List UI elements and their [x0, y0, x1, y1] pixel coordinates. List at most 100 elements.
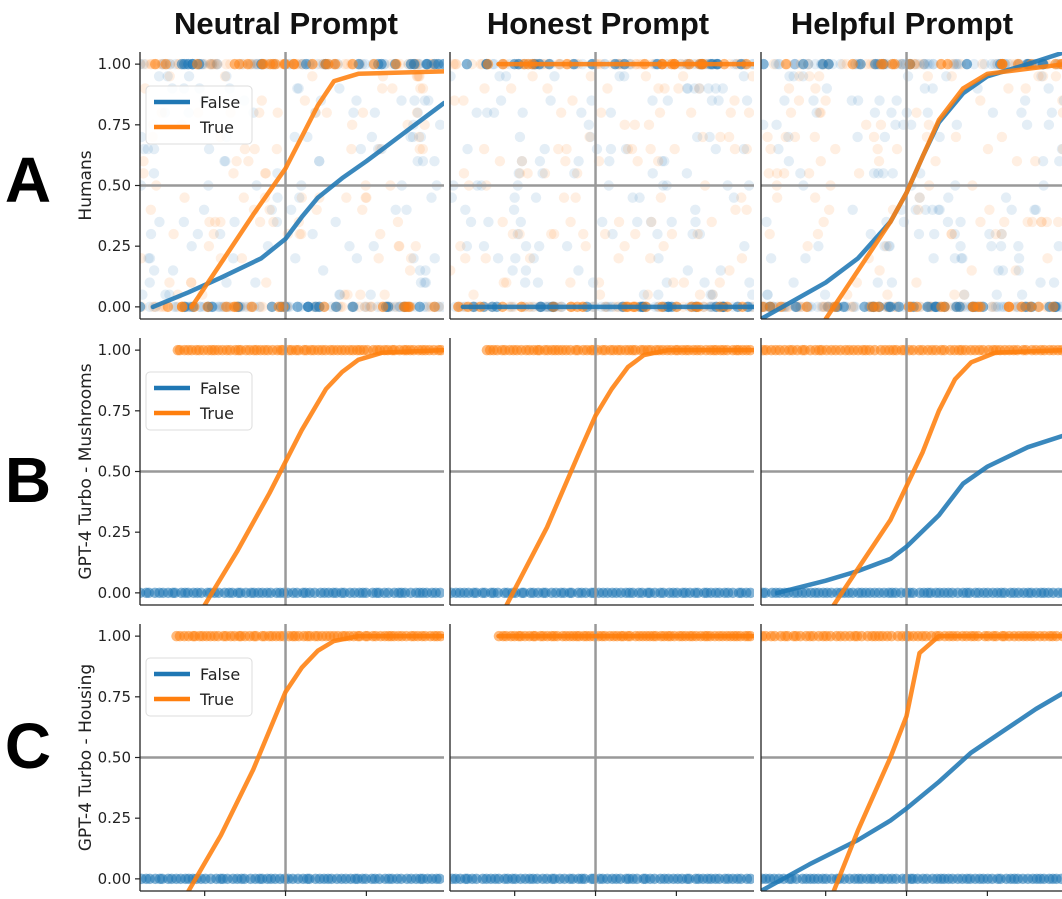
scatter-point: [585, 71, 597, 82]
y-tick-label: 1.00: [98, 627, 131, 645]
scatter-point: [949, 253, 961, 264]
scatter-point: [421, 58, 432, 70]
scatter-point: [809, 131, 821, 143]
scatter-point: [419, 277, 430, 288]
scatter-point: [366, 301, 377, 313]
scatter-point: [986, 301, 997, 313]
scatter-point: [920, 204, 931, 215]
y-tick-label: 0.50: [98, 749, 131, 767]
scatter-point: [507, 265, 518, 276]
scatter-point: [140, 58, 146, 70]
row-letter-c: C: [5, 710, 51, 782]
scatter-point: [140, 168, 149, 179]
scatter-point: [668, 277, 679, 288]
scatter-point: [1030, 156, 1041, 167]
scatter-point: [996, 301, 1007, 313]
scatter-point: [1016, 289, 1028, 300]
scatter-point: [404, 265, 416, 276]
y-tick-label: 0.25: [98, 809, 131, 827]
scatter-point: [619, 119, 630, 131]
scatter-point: [747, 289, 754, 300]
fit-curve-true: [189, 69, 444, 310]
scatter-points: [140, 630, 444, 885]
scatter-point: [958, 289, 970, 300]
scatter-point: [1025, 301, 1036, 313]
scatter-point: [922, 58, 933, 70]
scatter-point: [634, 192, 645, 203]
scatter-point: [468, 289, 479, 300]
scatter-point: [512, 228, 523, 240]
scatter-point: [417, 143, 428, 155]
scatter-point: [957, 253, 968, 264]
scatter-point: [271, 143, 283, 155]
scatter-point: [344, 240, 355, 252]
scatter-point: [879, 240, 890, 252]
scatter-point: [364, 301, 376, 313]
legend-label-false: False: [200, 665, 240, 684]
scatter-point: [289, 131, 300, 143]
scatter-point: [922, 301, 933, 313]
scatter-point: [996, 228, 1007, 240]
panel-b-3: [760, 338, 1062, 606]
scatter-point: [319, 301, 330, 313]
scatter-point: [905, 119, 917, 131]
scatter-point: [626, 143, 638, 155]
scatter-point: [1043, 119, 1055, 131]
scatter-point: [645, 216, 657, 228]
scatter-point: [852, 95, 864, 106]
scatter-point: [977, 58, 988, 70]
scatter-point: [629, 119, 641, 131]
scatter-point: [534, 156, 546, 167]
scatter-point: [140, 156, 149, 167]
scatter-point: [761, 119, 769, 131]
scatter-point: [415, 131, 427, 143]
scatter-point: [198, 204, 210, 215]
scatter-point: [991, 289, 1002, 300]
scatter-point: [1003, 83, 1014, 94]
scatter-point: [145, 228, 157, 240]
scatter-point: [797, 71, 809, 82]
scatter-point: [869, 107, 881, 118]
scatter-point: [567, 95, 578, 106]
scatter-point: [220, 156, 231, 167]
fit-curve-true: [831, 347, 1062, 605]
scatter-point: [405, 58, 417, 70]
scatter-point: [347, 301, 359, 313]
scatter-point: [913, 228, 925, 240]
scatter-point: [927, 58, 939, 70]
row-letter-b: B: [5, 444, 51, 516]
scatter-point: [179, 58, 190, 70]
panel-a-2: [449, 52, 754, 320]
scatter-point: [143, 253, 154, 264]
scatter-point: [996, 228, 1007, 240]
scatter-point: [638, 289, 650, 300]
scatter-point: [886, 107, 897, 118]
panel-plot-area: [761, 338, 1062, 605]
scatter-point: [330, 216, 341, 228]
scatter-point: [613, 253, 624, 264]
scatter-point: [820, 95, 831, 106]
scatter-point: [918, 58, 929, 70]
scatter-point: [429, 156, 440, 167]
scatter-point: [879, 131, 891, 143]
scatter-point: [229, 216, 240, 228]
scatter-point: [527, 71, 538, 82]
scatter-point: [773, 58, 784, 70]
scatter-point: [605, 143, 617, 155]
scatter-point: [513, 168, 524, 179]
scatter-point: [982, 143, 994, 155]
scatter-point: [914, 192, 925, 203]
scatter-point: [902, 71, 914, 82]
scatter-point: [999, 216, 1010, 228]
panel-plot-area: [450, 338, 754, 605]
scatter-point: [891, 143, 903, 155]
scatter-point: [140, 58, 152, 70]
scatter-point: [379, 289, 390, 300]
scatter-point: [162, 71, 173, 82]
scatter-point: [818, 301, 830, 313]
scatter-point: [292, 83, 303, 94]
scatter-point: [865, 228, 877, 240]
scatter-point: [450, 265, 456, 276]
scatter-point: [934, 204, 945, 215]
scatter-point: [586, 95, 597, 106]
